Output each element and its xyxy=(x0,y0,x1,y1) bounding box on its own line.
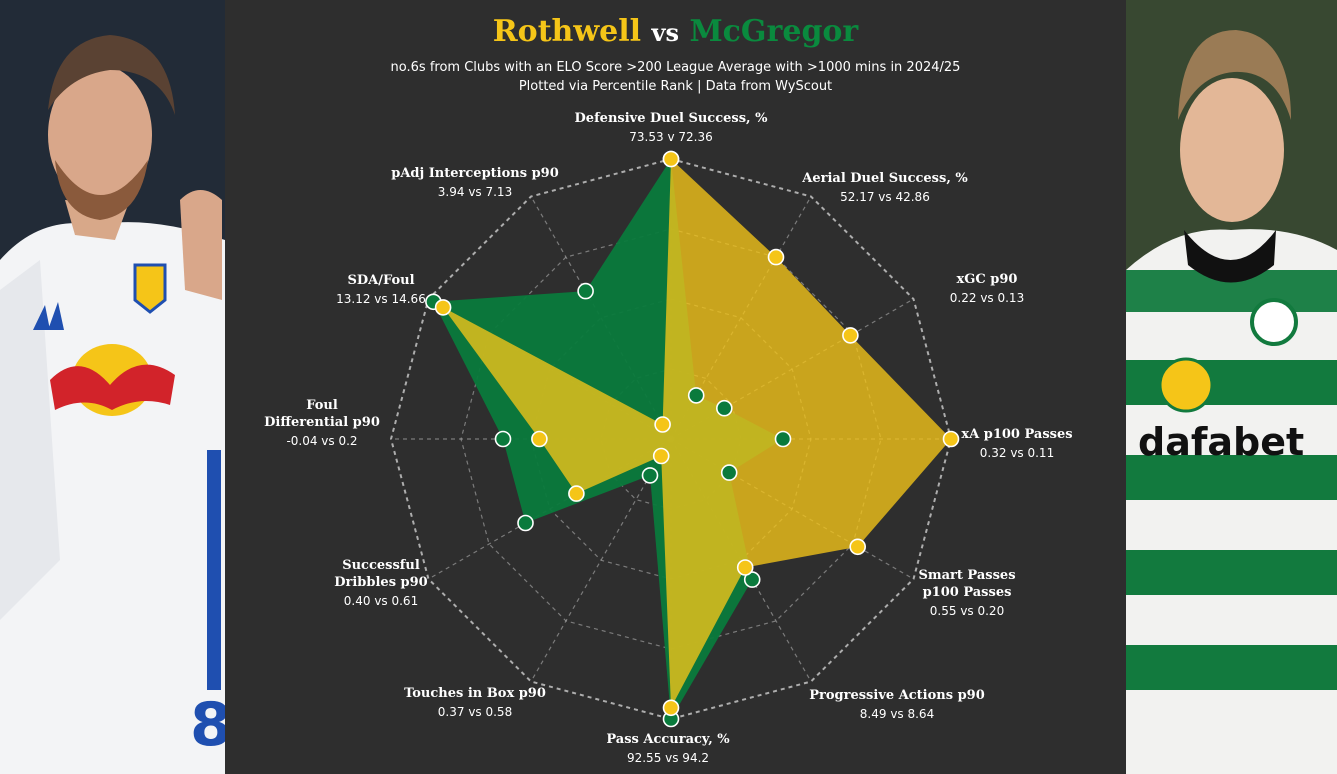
axis-values: -0.04 vs 0.2 xyxy=(286,434,357,448)
data-point-mcgregor xyxy=(715,399,733,417)
data-point-rothwell xyxy=(652,447,670,465)
axis-label: Progressive Actions p90 xyxy=(809,688,985,703)
radar-chart-panel: Rothwell vs McGregor no.6s from Clubs wi… xyxy=(225,0,1126,774)
title-player-a: Rothwell xyxy=(492,14,642,49)
title-vs: vs xyxy=(651,18,679,47)
axis-values: 8.49 vs 8.64 xyxy=(860,707,934,721)
data-point-rothwell xyxy=(654,416,671,433)
data-point-rothwell xyxy=(531,430,548,448)
axis-label: Foul Differential p90 xyxy=(264,398,380,430)
data-point-rothwell xyxy=(434,299,452,316)
axis-label: Smart Passes p100 Passes xyxy=(918,568,1015,600)
title-player-b: McGregor xyxy=(689,14,859,49)
data-point-mcgregor xyxy=(641,467,659,484)
data-point-rothwell xyxy=(662,699,680,717)
data-point-mcgregor xyxy=(720,464,738,481)
axis-label: pAdj Interceptions p90 xyxy=(391,166,559,181)
data-point-rothwell xyxy=(568,485,585,502)
axis-values: 0.37 vs 0.58 xyxy=(438,705,512,719)
axis-label: Aerial Duel Success, % xyxy=(801,171,968,186)
data-point-rothwell xyxy=(662,150,680,168)
right-player-photo: dafabet xyxy=(1126,0,1337,774)
axis-values: 52.17 vs 42.86 xyxy=(840,190,930,204)
axis-label: xGC p90 xyxy=(957,272,1018,287)
data-point-mcgregor xyxy=(743,571,761,588)
axis-values: 13.12 vs 14.66 xyxy=(336,292,426,306)
radar-chart: Defensive Duel Success, % 73.53 v 72.36 Ae… xyxy=(264,111,1072,765)
axis-label: Touches in Box p90 xyxy=(404,686,546,701)
chart-title: Rothwell vs McGregor xyxy=(225,14,1126,49)
subtitle-line-1: no.6s from Clubs with an ELO Score >200 … xyxy=(390,60,961,75)
axis-values: 0.40 vs 0.61 xyxy=(344,594,418,608)
svg-text:8: 8 xyxy=(190,690,225,760)
data-point-mcgregor xyxy=(774,430,792,448)
data-point-rothwell xyxy=(849,538,867,556)
axis-label: Defensive Duel Success, % xyxy=(575,111,769,126)
axis-values: 0.22 vs 0.13 xyxy=(950,291,1024,305)
data-point-mcgregor xyxy=(577,282,594,300)
data-point-mcgregor xyxy=(687,387,705,404)
axis-values: 0.32 vs 0.11 xyxy=(980,446,1054,460)
series-area-rothwell xyxy=(443,159,951,708)
data-point-rothwell xyxy=(736,559,754,576)
data-point-mcgregor xyxy=(494,430,512,448)
axis-label: Pass Accuracy, % xyxy=(606,732,730,747)
data-point-rothwell xyxy=(842,327,859,344)
axis-label: Successful Dribbles p90 xyxy=(334,558,427,590)
data-point-rothwell xyxy=(767,248,785,266)
axis-values: 73.53 v 72.36 xyxy=(629,130,712,144)
axis-values: 92.55 vs 94.2 xyxy=(627,751,709,765)
data-point-rothwell xyxy=(942,430,960,448)
left-player-photo: 8 xyxy=(0,0,225,774)
subtitle-line-2: Plotted via Percentile Rank | Data from … xyxy=(518,79,833,94)
axis-label: SDA/Foul xyxy=(347,273,414,288)
axis-label: xA p100 Passes xyxy=(961,427,1072,442)
data-point-mcgregor xyxy=(517,514,534,532)
axis-values: 0.55 vs 0.20 xyxy=(930,604,1004,618)
grid-spoke xyxy=(530,438,672,682)
svg-text:dafabet: dafabet xyxy=(1138,420,1304,464)
axis-values: 3.94 vs 7.13 xyxy=(438,185,512,199)
